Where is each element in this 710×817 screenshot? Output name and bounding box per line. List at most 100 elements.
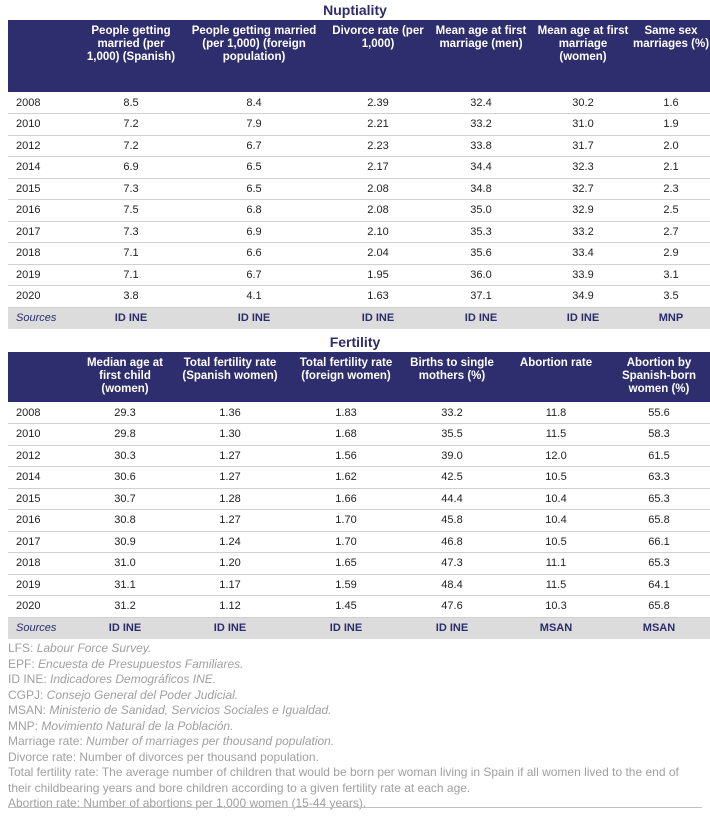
value-cell: 6.6	[180, 242, 328, 265]
year-cell: 2008	[8, 402, 82, 424]
year-cell: 2018	[8, 552, 82, 575]
value-cell: 11.5	[504, 574, 608, 596]
year-cell: 2014	[8, 156, 82, 179]
note-term: Abortion rate:	[8, 796, 84, 810]
year-cell: 2008	[8, 92, 82, 114]
value-cell: 2.1	[632, 156, 710, 179]
nuptiality-header-3: Divorce rate (per 1,000)	[332, 25, 424, 50]
value-cell: 1.68	[292, 423, 400, 446]
value-cell: 34.9	[534, 285, 632, 308]
sources-label: Sources	[8, 617, 82, 639]
nuptiality-header-6: Same sex marriages (%)	[632, 25, 710, 50]
nuptiality-header-5: Mean age at first marriage (women)	[537, 25, 629, 63]
value-cell: 12.0	[504, 445, 608, 467]
source-cell: MSAN	[608, 617, 710, 639]
glossary-note: LFS: Labour Force Survey.	[8, 641, 698, 657]
value-cell: 37.1	[428, 285, 534, 308]
fertility-sources-row: Sources ID INE ID INE ID INE ID INE MSAN MSAN	[8, 617, 710, 639]
note-definition: Ministerio de Sanidad, Servicios Sociale…	[49, 703, 332, 717]
year-cell: 2017	[8, 221, 82, 243]
year-cell: 2010	[8, 423, 82, 446]
value-cell: 2.7	[632, 221, 710, 243]
value-cell: 7.3	[82, 178, 180, 200]
value-cell: 1.27	[168, 466, 292, 489]
year-cell: 2010	[8, 113, 82, 136]
glossary-note: Marriage rate: Number of marriages per t…	[8, 734, 698, 750]
note-term: MNP:	[8, 718, 42, 733]
table-row: 2014 30.6 1.27 1.62 42.5 10.5 63.3	[8, 466, 710, 489]
value-cell: 2.0	[632, 135, 710, 157]
value-cell: 1.70	[292, 509, 400, 532]
value-cell: 64.1	[608, 574, 710, 596]
note-term: CGPJ:	[8, 687, 47, 702]
value-cell: 32.3	[534, 156, 632, 179]
value-cell: 29.3	[82, 402, 168, 424]
year-cell: 2012	[8, 135, 82, 157]
year-cell: 2015	[8, 178, 82, 200]
glossary-note: Abortion rate: Number of abortions per 1…	[8, 796, 698, 812]
value-cell: 1.56	[292, 445, 400, 467]
table-row: 2015 7.3 6.5 2.08 34.8 32.7 2.3	[8, 178, 710, 200]
year-cell: 2019	[8, 264, 82, 286]
year-cell: 2017	[8, 531, 82, 553]
fertility-header-5: Abortion rate	[519, 357, 593, 369]
note-term: MSAN:	[8, 703, 50, 717]
table-row: 2020 31.2 1.12 1.45 47.6 10.3 65.8	[8, 595, 710, 618]
source-cell: ID INE	[328, 307, 428, 329]
value-cell: 1.12	[168, 595, 292, 618]
table-row: 2012 30.3 1.27 1.56 39.0 12.0 61.5	[8, 445, 710, 467]
value-cell: 32.9	[534, 199, 632, 222]
value-cell: 7.9	[180, 113, 328, 136]
nuptiality-sources-row: Sources ID INE ID INE ID INE ID INE ID INE MNP	[8, 307, 710, 329]
note-definition: Indicadores Demográficos INE.	[50, 672, 217, 686]
value-cell: 1.24	[168, 531, 292, 553]
value-cell: 30.9	[82, 531, 168, 553]
value-cell: 2.08	[328, 178, 428, 200]
note-definition: Number of marriages per thousand populat…	[86, 734, 335, 748]
fertility-header-4: Births to single mothers (%)	[410, 357, 494, 382]
value-cell: 7.5	[82, 199, 180, 222]
value-cell: 29.8	[82, 423, 168, 446]
fertility-header-1: Median age at first child (women)	[86, 357, 164, 395]
value-cell: 32.4	[428, 92, 534, 114]
value-cell: 2.21	[328, 113, 428, 136]
glossary-notes: LFS: Labour Force Survey. EPF: Encuesta d…	[8, 641, 698, 812]
bottom-divider	[8, 807, 702, 808]
value-cell: 48.4	[400, 574, 504, 596]
note-definition: Movimiento Natural de la Población.	[41, 718, 234, 733]
value-cell: 10.4	[504, 509, 608, 532]
table-row: 2018 31.0 1.20 1.65 47.3 11.1 65.3	[8, 552, 710, 575]
value-cell: 8.4	[180, 92, 328, 114]
table-row: 2008 8.5 8.4 2.39 32.4 30.2 1.6	[8, 92, 710, 114]
source-cell: ID INE	[180, 307, 328, 329]
value-cell: 1.27	[168, 445, 292, 467]
table-row: 2020 3.8 4.1 1.63 37.1 34.9 3.5	[8, 285, 710, 308]
source-cell: ID INE	[534, 307, 632, 329]
value-cell: 36.0	[428, 264, 534, 286]
value-cell: 6.8	[180, 199, 328, 222]
fertility-header-6: Abortion by Spanish-born women (%)	[621, 357, 697, 395]
value-cell: 1.45	[292, 595, 400, 618]
value-cell: 1.30	[168, 423, 292, 446]
year-cell: 2020	[8, 285, 82, 308]
source-cell: ID INE	[168, 617, 292, 639]
nuptiality-header-1: People getting married (per 1,000) (Span…	[86, 25, 176, 63]
value-cell: 11.8	[504, 402, 608, 424]
value-cell: 1.63	[328, 285, 428, 308]
nuptiality-header-row: People getting married (per 1,000) (Span…	[8, 20, 710, 92]
table-row: 2019 31.1 1.17 1.59 48.4 11.5 64.1	[8, 574, 710, 596]
value-cell: 61.5	[608, 445, 710, 467]
glossary-note: EPF: Encuesta de Presupuestos Familiares…	[8, 657, 698, 673]
fertility-header-3: Total fertility rate (foreign women)	[299, 357, 393, 382]
value-cell: 4.1	[180, 285, 328, 308]
value-cell: 3.1	[632, 264, 710, 286]
value-cell: 6.7	[180, 135, 328, 157]
year-cell: 2012	[8, 445, 82, 467]
fertility-section: Fertility Median age at first child (wom…	[0, 332, 710, 639]
glossary-note: ID INE: Indicadores Demográficos INE.	[8, 672, 698, 688]
year-cell: 2020	[8, 595, 82, 618]
year-cell: 2015	[8, 488, 82, 510]
value-cell: 65.3	[608, 488, 710, 510]
nuptiality-title: Nuptiality	[323, 2, 387, 18]
value-cell: 8.5	[82, 92, 180, 114]
